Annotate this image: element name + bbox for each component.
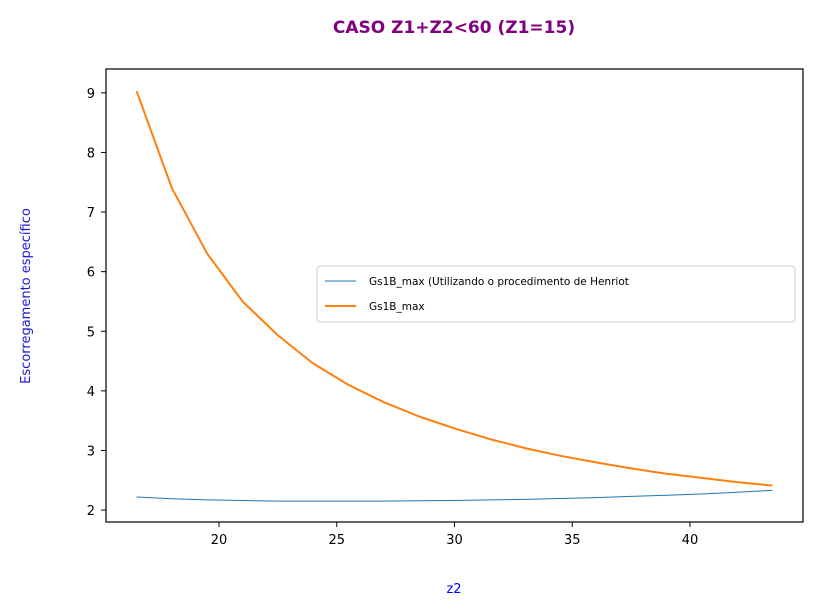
legend: Gs1B_max (Utilizando o procedimento de H… — [316, 265, 796, 323]
x-tick-label: 30 — [446, 533, 463, 548]
series-line-gs1b-max — [135, 90, 773, 487]
plot-lines — [135, 90, 773, 502]
y-tick-label: 9 — [87, 87, 95, 102]
x-axis-label: z2 — [446, 582, 461, 597]
y-tick-label: 7 — [87, 206, 95, 221]
x-tick-label: 40 — [682, 533, 699, 548]
y-tick-label: 5 — [87, 325, 95, 340]
plot-frame — [105, 68, 804, 523]
x-axis-ticks: 20 25 30 35 40 — [211, 522, 698, 548]
legend-box — [316, 265, 796, 323]
chart-title: CASO Z1+Z2<60 (Z1=15) — [333, 18, 575, 38]
legend-label-henriot: Gs1B_max (Utilizando o procedimento de H… — [369, 276, 629, 288]
x-tick-label: 35 — [564, 533, 581, 548]
x-tick-label: 25 — [328, 533, 345, 548]
x-tick-label: 20 — [211, 533, 228, 548]
y-tick-label: 8 — [87, 146, 95, 161]
y-tick-label: 6 — [87, 266, 95, 281]
y-axis-label: Escorregamento específico — [19, 208, 34, 384]
y-tick-label: 3 — [87, 444, 95, 459]
y-tick-label: 2 — [87, 504, 95, 519]
y-tick-label: 4 — [87, 385, 95, 400]
legend-label-gs1b-max: Gs1B_max — [369, 301, 425, 313]
series-line-henriot — [136, 489, 773, 502]
y-axis-ticks: 2 3 4 5 6 7 8 9 — [87, 87, 106, 519]
